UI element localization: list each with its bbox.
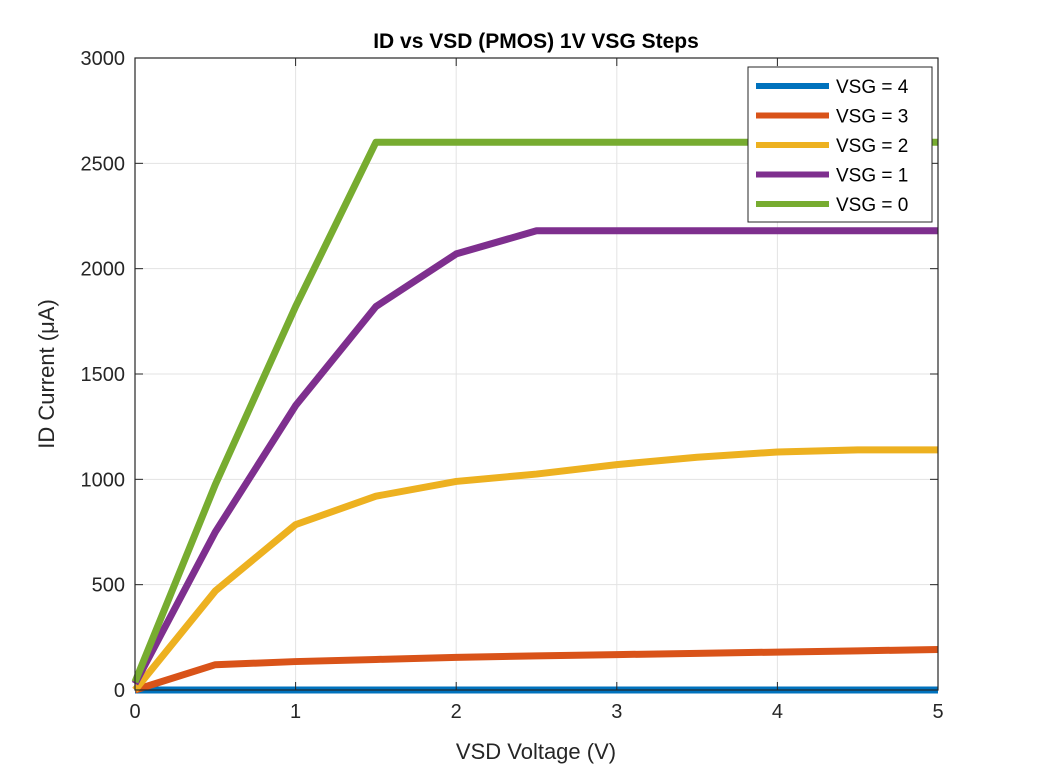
y-tick-label: 0 [114,680,125,702]
legend-label: VSG = 4 [836,77,909,98]
x-tick-label: 1 [290,701,301,723]
chart-title: ID vs VSD (PMOS) 1V VSG Steps [373,30,699,53]
legend: VSG = 4 VSG = 3 VSG = 2 VSG = 1 VSG = 0 [747,66,933,223]
y-tick-label: 1500 [81,364,126,386]
series-line [131,138,938,684]
series-line [133,646,939,694]
x-tick-label: 2 [451,701,462,723]
legend-label: VSG = 2 [836,136,908,157]
x-axis-label: VSD Voltage (V) [456,739,616,764]
y-tick-label: 2000 [81,259,126,281]
ticks: 0 1 2 3 4 5 0 500 1000 1500 2000 2500 3000 [81,48,944,723]
series-line [132,446,938,693]
x-tick-label: 0 [129,701,140,723]
x-tick-label: 4 [772,701,783,723]
legend-label: VSG = 1 [836,166,908,187]
legend-label: VSG = 3 [836,107,908,128]
series-line [131,227,938,686]
x-tick-label: 3 [611,701,622,723]
y-tick-label: 3000 [81,48,126,70]
y-tick-label: 1000 [81,469,126,491]
legend-label: VSG = 0 [836,195,908,216]
y-tick-label: 2500 [81,153,126,175]
y-axis-label: ID Current (μA) [34,299,59,449]
x-tick-label: 5 [932,701,943,723]
y-tick-label: 500 [92,575,125,597]
series-lines [131,138,939,694]
